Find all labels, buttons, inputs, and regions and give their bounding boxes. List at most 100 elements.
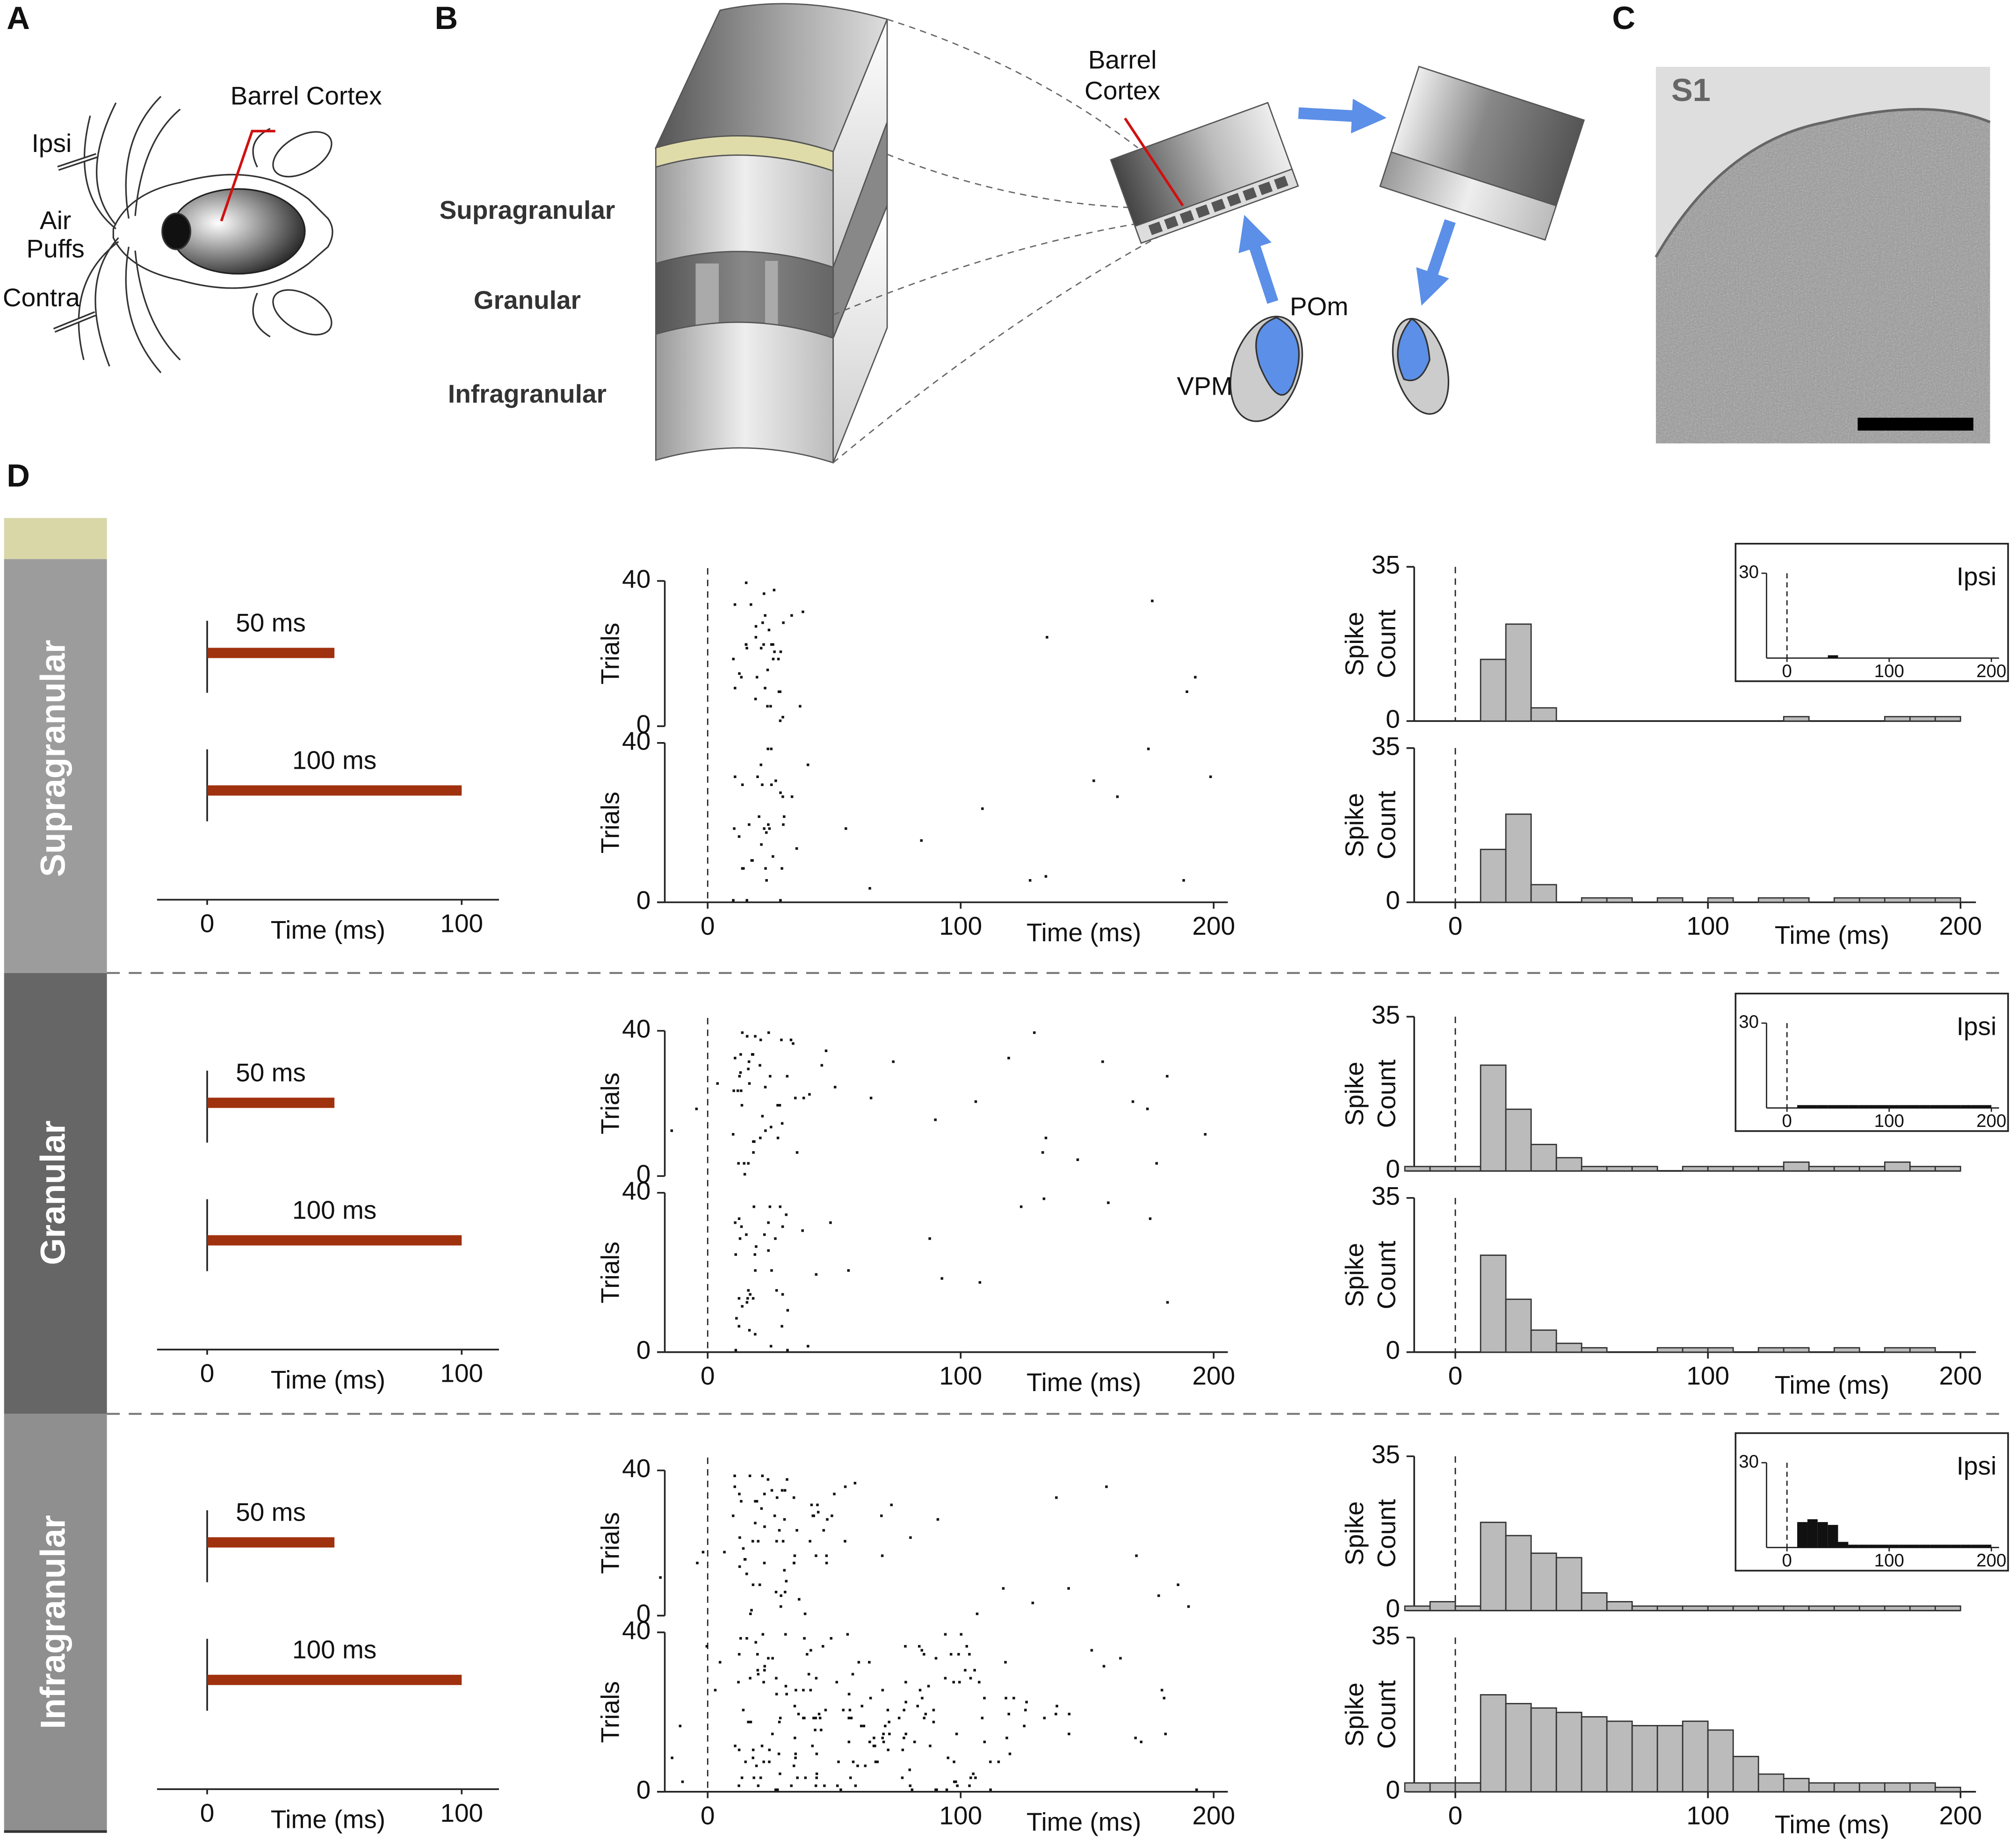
spike: [1164, 1732, 1167, 1735]
hist-bar: [1429, 1166, 1456, 1172]
spike: [964, 1669, 967, 1672]
spike: [761, 1633, 765, 1636]
spike: [779, 791, 782, 794]
spike: [814, 1728, 817, 1732]
spike: [759, 647, 763, 649]
spike: [763, 1561, 766, 1565]
x-tick-label: 0: [701, 1361, 715, 1390]
spike: [780, 1594, 782, 1597]
spike: [732, 1133, 735, 1136]
x-tick-label: 0: [1782, 1111, 1792, 1131]
spike: [923, 1717, 926, 1719]
spike: [740, 1089, 743, 1092]
spike: [745, 1301, 749, 1304]
pointer: [1124, 117, 1184, 207]
spike: [732, 657, 735, 661]
spike: [741, 783, 744, 786]
spike: [757, 1673, 760, 1676]
spike: [782, 621, 785, 624]
spike: [738, 1493, 741, 1495]
spike: [744, 581, 748, 584]
hist-bar: [1884, 1605, 1911, 1611]
spike: [769, 705, 772, 708]
spike: [1055, 1712, 1057, 1716]
hist-bar: [1606, 1601, 1633, 1611]
hist-bar: [1707, 897, 1734, 903]
hist-bar: [1909, 716, 1936, 722]
spike: [772, 643, 774, 646]
spike: [869, 1696, 872, 1700]
x-tick-label: 0: [701, 1801, 715, 1830]
spike: [752, 1140, 755, 1143]
spike: [952, 1681, 955, 1684]
spike: [903, 1737, 905, 1739]
spike: [981, 807, 984, 810]
spike: [779, 1605, 782, 1608]
spike: [829, 1221, 832, 1224]
inset-bar: [1838, 1105, 1849, 1108]
spike: [845, 827, 847, 830]
spike: [793, 1764, 795, 1768]
x-tick-label: 200: [1192, 1801, 1235, 1830]
spike: [766, 705, 769, 708]
spike: [774, 1590, 778, 1594]
spike: [757, 1784, 760, 1787]
inset-bar: [1828, 1525, 1838, 1548]
y-tick-label: 0: [636, 1335, 651, 1364]
spike: [743, 1162, 745, 1165]
spike: [795, 847, 798, 850]
spike: [763, 1493, 766, 1495]
hist-bar: [1454, 1166, 1481, 1172]
spike: [886, 1709, 889, 1711]
hist-bar: [1884, 1782, 1911, 1793]
spike: [1182, 879, 1185, 882]
spike: [737, 1297, 741, 1300]
hist-bar: [1757, 1166, 1785, 1172]
inset-bar: [1889, 1105, 1900, 1108]
spike: [825, 1554, 828, 1557]
spike: [781, 715, 784, 719]
spike: [775, 1496, 779, 1499]
spike: [918, 1688, 922, 1692]
spike: [816, 1503, 819, 1507]
inset-bar: [1848, 1105, 1859, 1108]
x-tick-label: 100: [440, 909, 483, 938]
spike: [784, 1633, 787, 1636]
hist-bar: [1707, 1729, 1734, 1793]
inset-bar: [1797, 1105, 1807, 1108]
spike: [770, 1269, 773, 1272]
x-tick-label: 100: [939, 1801, 982, 1830]
spike: [763, 1525, 766, 1528]
y-axis-label: Count: [1372, 1499, 1401, 1568]
hist-bar: [1858, 1166, 1886, 1172]
spike: [974, 1776, 977, 1779]
x-tick-label: 200: [1976, 1551, 2006, 1571]
spike: [834, 1086, 837, 1089]
y-tick-label: 35: [1372, 550, 1400, 579]
spike: [786, 1478, 788, 1481]
spike: [737, 1217, 741, 1220]
y-axis-label: Spike: [1340, 1501, 1369, 1566]
spike: [890, 1503, 893, 1507]
spike: [780, 1122, 784, 1125]
spike: [927, 1685, 930, 1688]
hist-bar: [1757, 897, 1785, 903]
spike: [929, 1745, 932, 1747]
hist-bar: [1429, 1601, 1456, 1611]
spike: [880, 1514, 883, 1517]
spike: [779, 899, 782, 902]
spike: [754, 1333, 757, 1336]
spike: [786, 1309, 789, 1312]
hist-bar: [1530, 1552, 1557, 1611]
spike: [749, 1720, 752, 1724]
spike: [783, 1518, 786, 1521]
spike: [1107, 1201, 1110, 1204]
spike: [737, 1653, 741, 1656]
spike: [756, 775, 759, 778]
spike: [920, 839, 923, 842]
spike: [771, 1657, 774, 1660]
spike: [831, 1514, 833, 1517]
inset-label: Ipsi: [1957, 1012, 1997, 1041]
hist-bar: [1581, 897, 1608, 903]
